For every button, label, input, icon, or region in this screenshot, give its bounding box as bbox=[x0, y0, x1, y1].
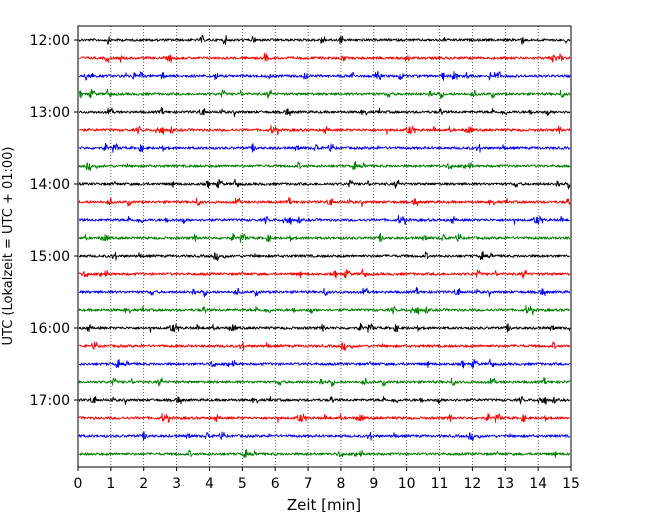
x-tick-label-7: 7 bbox=[304, 476, 313, 492]
trace-1615 bbox=[78, 341, 571, 351]
y-tick-label-13:00: 13:00 bbox=[30, 105, 70, 121]
trace-1415 bbox=[78, 196, 571, 208]
trace-1500 bbox=[78, 250, 571, 261]
trace-1230 bbox=[78, 71, 571, 81]
y-tick-label-16:00: 16:00 bbox=[30, 321, 70, 337]
trace-1245 bbox=[78, 88, 571, 100]
trace-1330 bbox=[78, 142, 571, 153]
trace-1700 bbox=[78, 395, 571, 406]
y-tick-label-15:00: 15:00 bbox=[30, 249, 70, 265]
trace-1545 bbox=[78, 304, 571, 315]
x-tick-label-3: 3 bbox=[172, 476, 181, 492]
x-tick-label-2: 2 bbox=[139, 476, 148, 492]
x-tick-label-0: 0 bbox=[74, 476, 83, 492]
y-axis-ticks: 12:00 13:00 14:00 15:00 16:00 17:00 bbox=[30, 33, 78, 409]
trace-1730 bbox=[78, 431, 571, 441]
x-tick-label-1: 1 bbox=[106, 476, 115, 492]
x-axis-ticks: 0 1 2 3 4 5 6 7 8 9 10 11 12 13 14 15 bbox=[74, 467, 580, 492]
trace-1600 bbox=[78, 322, 571, 333]
trace-1315 bbox=[78, 124, 571, 135]
x-tick-label-4: 4 bbox=[205, 476, 214, 492]
x-tick-label-8: 8 bbox=[336, 476, 345, 492]
trace-1630 bbox=[78, 358, 571, 369]
plot-background bbox=[78, 26, 571, 467]
x-tick-label-15: 15 bbox=[562, 476, 580, 492]
trace-1345 bbox=[78, 160, 571, 171]
seismogram-traces bbox=[78, 34, 571, 459]
trace-1300 bbox=[78, 106, 571, 118]
y-tick-label-17:00: 17:00 bbox=[30, 393, 70, 409]
x-tick-label-12: 12 bbox=[463, 476, 481, 492]
trace-1715 bbox=[78, 412, 571, 423]
x-tick-label-11: 11 bbox=[431, 476, 449, 492]
y-axis-label: UTC (Lokalzeit = UTC + 01:00) bbox=[1, 147, 16, 346]
x-tick-label-10: 10 bbox=[398, 476, 416, 492]
x-tick-label-14: 14 bbox=[529, 476, 547, 492]
x-tick-label-13: 13 bbox=[496, 476, 514, 492]
trace-1445 bbox=[78, 232, 571, 243]
x-tick-label-5: 5 bbox=[238, 476, 247, 492]
trace-1645 bbox=[78, 376, 571, 388]
x-tick-label-9: 9 bbox=[369, 476, 378, 492]
x-axis-label: Zeit [min] bbox=[287, 496, 361, 514]
trace-1530 bbox=[78, 286, 571, 298]
x-tick-label-6: 6 bbox=[271, 476, 280, 492]
plot-frame bbox=[77, 25, 572, 468]
y-tick-label-12:00: 12:00 bbox=[30, 33, 70, 49]
trace-1215 bbox=[78, 52, 571, 63]
trace-1515 bbox=[78, 268, 571, 279]
trace-1400 bbox=[78, 178, 571, 190]
trace-1200 bbox=[78, 34, 571, 46]
y-tick-label-14:00: 14:00 bbox=[30, 177, 70, 193]
trace-1745 bbox=[78, 448, 571, 459]
trace-1430 bbox=[78, 214, 571, 225]
